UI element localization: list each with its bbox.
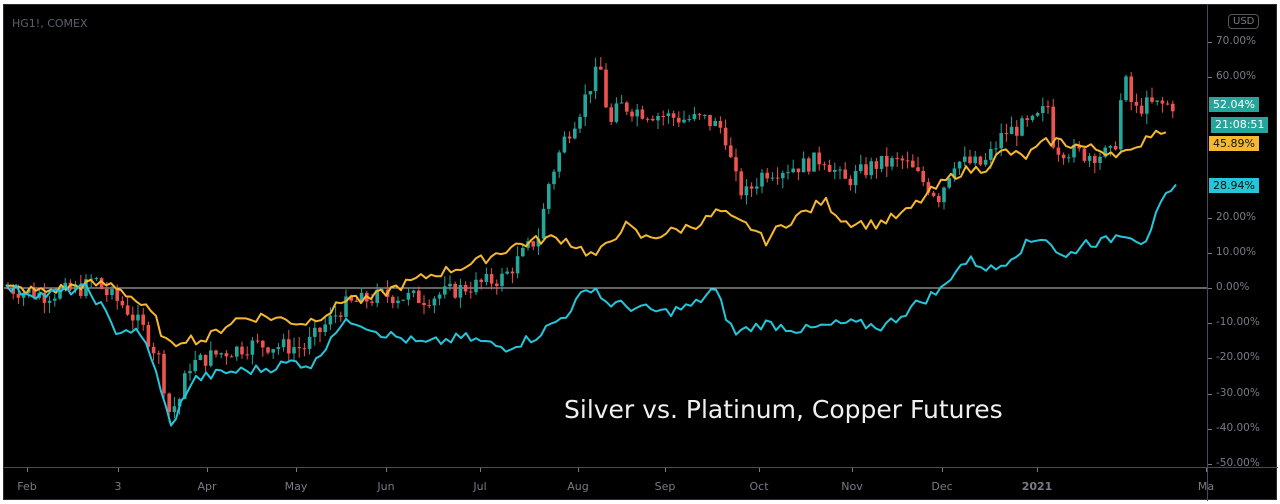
price-tick	[1208, 288, 1212, 289]
last-value-badge: 52.04%	[1209, 97, 1259, 112]
last-value-badge: 45.89%	[1209, 136, 1259, 151]
plot-area[interactable]: HG1!, COMEX Silver vs. Platinum, Copper …	[4, 5, 1207, 467]
time-label: Aug	[567, 480, 589, 493]
price-tick	[1208, 323, 1212, 325]
time-tick	[207, 468, 208, 472]
price-label: 60.00%	[1216, 69, 1257, 82]
symbol-label: HG1!, COMEX	[12, 17, 88, 30]
price-tick	[1208, 76, 1212, 78]
price-label: -50.00%	[1216, 457, 1260, 469]
time-tick	[296, 468, 297, 472]
price-tick	[1208, 358, 1212, 360]
time-tick	[386, 468, 387, 472]
price-tick	[1208, 428, 1212, 430]
time-scale[interactable]: Feb 3 Apr May Jun Jul Aug Sep Oct Nov Dec 2021 Ma	[4, 467, 1214, 501]
chart-frame: HG1!, COMEX Silver vs. Platinum, Copper …	[3, 4, 1278, 501]
time-tick	[1037, 468, 1038, 472]
chart-canvas[interactable]	[4, 5, 1207, 467]
price-tick	[1208, 464, 1212, 465]
time-tick	[578, 468, 579, 472]
price-label: -40.00%	[1216, 421, 1260, 434]
price-tick	[1208, 252, 1212, 254]
time-tick	[852, 468, 853, 472]
price-scale[interactable]: USD 70.00% 60.00% 20.00% 10.00% 0.00% -10.00%…	[1207, 5, 1278, 469]
time-label: Jun	[377, 480, 395, 493]
time-tick	[942, 468, 943, 472]
time-label: May	[284, 480, 308, 493]
price-label: 0.00%	[1216, 281, 1250, 293]
price-tick	[1208, 217, 1212, 219]
price-label: 10.00%	[1216, 245, 1257, 258]
silver-candles[interactable]	[6, 57, 1175, 423]
time-label: Jul	[473, 480, 487, 493]
time-label: Nov	[841, 480, 863, 493]
price-label: -10.00%	[1216, 316, 1260, 329]
time-tick	[27, 468, 28, 472]
time-label: Dec	[931, 480, 953, 493]
chart-annotation-title: Silver vs. Platinum, Copper Futures	[564, 395, 1003, 424]
time-label: Feb	[17, 480, 37, 493]
price-label: 20.00%	[1216, 210, 1257, 223]
price-label: -30.00%	[1216, 386, 1260, 399]
scale-corner	[1207, 467, 1278, 501]
price-tick	[1208, 393, 1212, 395]
price-label: -20.00%	[1216, 351, 1260, 364]
time-tick	[759, 468, 760, 472]
price-tick	[1208, 41, 1212, 43]
time-label: Ma	[1197, 480, 1215, 493]
time-label: 2021	[1021, 480, 1053, 493]
time-tick	[118, 468, 119, 472]
currency-button[interactable]: USD	[1228, 14, 1260, 29]
price-label: 70.00%	[1216, 34, 1257, 47]
last-value-badge: 28.94%	[1209, 178, 1259, 193]
copper-line[interactable]	[5, 183, 1177, 427]
time-label: Oct	[749, 480, 769, 493]
time-tick	[1206, 468, 1207, 472]
time-label: Apr	[197, 480, 217, 493]
platinum-line[interactable]	[5, 129, 1167, 348]
time-tick	[665, 468, 666, 472]
time-tick	[480, 468, 481, 472]
time-label: Sep	[654, 480, 676, 493]
time-label: 3	[114, 480, 122, 493]
countdown-badge: 21:08:51	[1211, 117, 1269, 133]
